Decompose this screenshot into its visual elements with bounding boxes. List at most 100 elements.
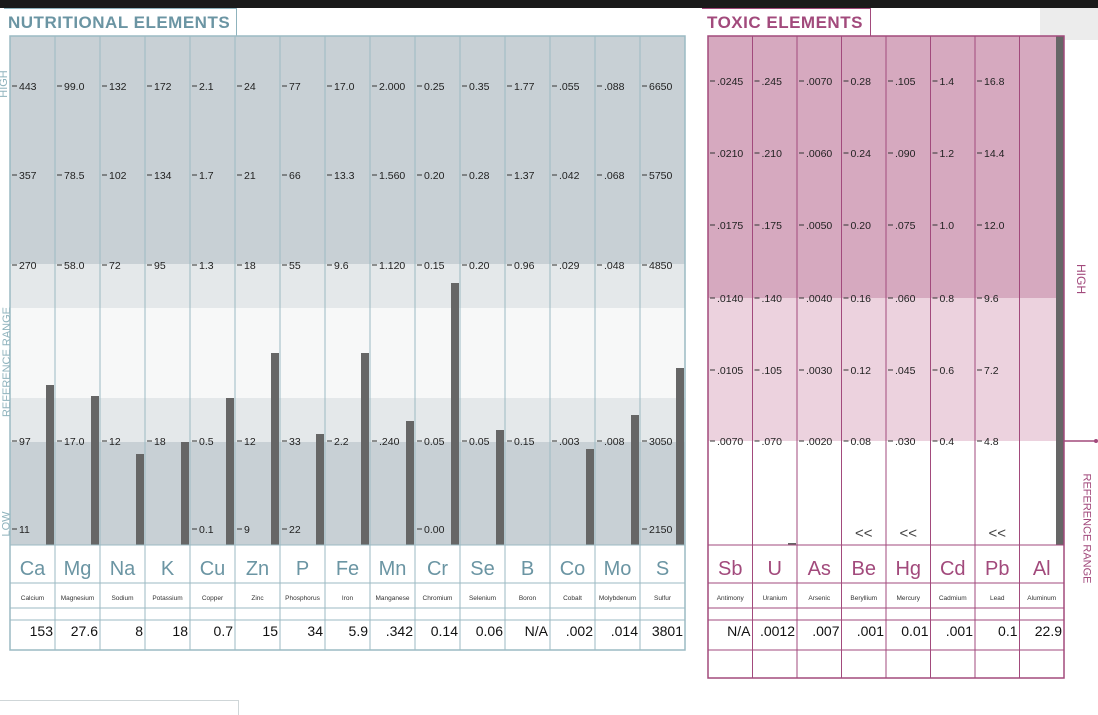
tick-label: .060 <box>895 293 916 305</box>
element-symbol: Fe <box>336 558 359 580</box>
tick-label: 77 <box>289 81 301 93</box>
tick-label: 2.000 <box>379 81 405 93</box>
tick-label: 0.4 <box>940 436 955 448</box>
tick-label: 443 <box>19 81 37 93</box>
tick-label: 270 <box>19 260 37 272</box>
toxic-high-label: HIGH <box>1074 264 1088 294</box>
tick-label: .105 <box>762 365 783 377</box>
tick-label: 24 <box>244 81 256 93</box>
toxic-frame <box>707 35 1065 679</box>
tick-label: 21 <box>244 170 256 182</box>
nutritional-frame <box>9 35 686 651</box>
element-name: Lead <box>990 595 1005 602</box>
element-name: Zinc <box>251 595 264 602</box>
tick-label: 0.24 <box>851 148 872 160</box>
element-result: 0.14 <box>431 623 458 639</box>
nutritional-ref-band <box>10 308 685 398</box>
bar-Co <box>586 449 594 545</box>
element-result: .001 <box>857 623 884 639</box>
tick-label: 0.6 <box>940 365 955 377</box>
bar-Mg <box>91 396 99 545</box>
tick-label: 58.0 <box>64 260 85 272</box>
bar-Ca <box>46 385 54 545</box>
below-range-marker: << <box>988 525 1006 542</box>
tick-label: .0175 <box>717 220 743 232</box>
bar-U <box>788 543 796 545</box>
element-name: Selenium <box>469 595 496 602</box>
nutritional-lower-ref-band <box>10 398 685 442</box>
tick-label: 0.15 <box>514 436 535 448</box>
element-result: 0.01 <box>901 623 928 639</box>
element-name: Beryllium <box>850 595 877 602</box>
element-symbol: Ca <box>20 558 46 580</box>
next-section-frame <box>0 700 239 715</box>
tick-label: 134 <box>154 170 172 182</box>
tick-label: .0050 <box>806 220 832 232</box>
tick-label: 2.2 <box>334 436 349 448</box>
element-result: 34 <box>307 623 323 639</box>
tick-label: 0.8 <box>940 293 955 305</box>
element-symbol: As <box>808 558 831 580</box>
tick-label: 6650 <box>649 81 673 93</box>
element-symbol: Hg <box>895 558 921 580</box>
element-result: .002 <box>566 623 593 639</box>
tick-label: 357 <box>19 170 37 182</box>
element-symbol: Se <box>470 558 494 580</box>
element-result: 18 <box>172 623 188 639</box>
element-symbol: U <box>768 558 782 580</box>
tick-label: 9.6 <box>984 293 999 305</box>
element-name: Aluminum <box>1027 595 1056 602</box>
element-name: Sulfur <box>654 595 672 602</box>
element-name: Uranium <box>762 595 787 602</box>
element-symbol: B <box>521 558 534 580</box>
element-result: 22.9 <box>1035 623 1062 639</box>
element-name: Cobalt <box>563 595 582 602</box>
element-symbol: Cr <box>427 558 448 580</box>
tick-label: 12 <box>109 436 121 448</box>
tick-label: .070 <box>762 436 783 448</box>
element-result: 27.6 <box>71 623 98 639</box>
element-result: 3801 <box>652 623 683 639</box>
top-edge <box>0 0 1098 8</box>
tick-label: .105 <box>895 76 916 88</box>
nutritional-low-label: LOW <box>0 511 13 537</box>
tick-label: .0040 <box>806 293 832 305</box>
tick-label: 97 <box>19 436 31 448</box>
below-range-marker: << <box>855 525 873 542</box>
tick-label: .0030 <box>806 365 832 377</box>
element-symbol: Na <box>110 558 136 580</box>
tick-label: 1.120 <box>379 260 405 272</box>
tick-label: 78.5 <box>64 170 85 182</box>
element-name: Sodium <box>111 595 133 602</box>
element-name: Cadmium <box>939 595 967 602</box>
tick-label: 1.2 <box>940 148 955 160</box>
bar-K <box>181 442 189 545</box>
tick-label: 0.20 <box>424 170 445 182</box>
tick-label: .210 <box>762 148 783 160</box>
tick-label: 7.2 <box>984 365 999 377</box>
tick-label: 0.35 <box>469 81 490 93</box>
tick-label: 2.1 <box>199 81 214 93</box>
element-symbol: Zn <box>246 558 269 580</box>
element-result: .001 <box>946 623 973 639</box>
tick-label: 0.1 <box>199 524 214 536</box>
element-name: Copper <box>202 595 224 602</box>
bar-Mn <box>406 421 414 545</box>
tick-label: 9 <box>244 524 250 536</box>
tick-label: .0070 <box>806 76 832 88</box>
element-result: .0012 <box>760 623 795 639</box>
element-symbol: Mn <box>379 558 407 580</box>
tick-label: 18 <box>244 260 256 272</box>
tick-label: .240 <box>379 436 400 448</box>
bar-Al <box>1056 36 1064 545</box>
tick-label: .030 <box>895 436 916 448</box>
tick-label: .088 <box>604 81 625 93</box>
tick-label: 0.08 <box>851 436 872 448</box>
nutritional-title: NUTRITIONAL ELEMENTS <box>8 13 231 32</box>
element-name: Arsenic <box>808 595 830 602</box>
tick-label: 9.6 <box>334 260 349 272</box>
tick-label: .0105 <box>717 365 743 377</box>
tick-label: 22 <box>289 524 301 536</box>
tick-label: 1.7 <box>199 170 214 182</box>
